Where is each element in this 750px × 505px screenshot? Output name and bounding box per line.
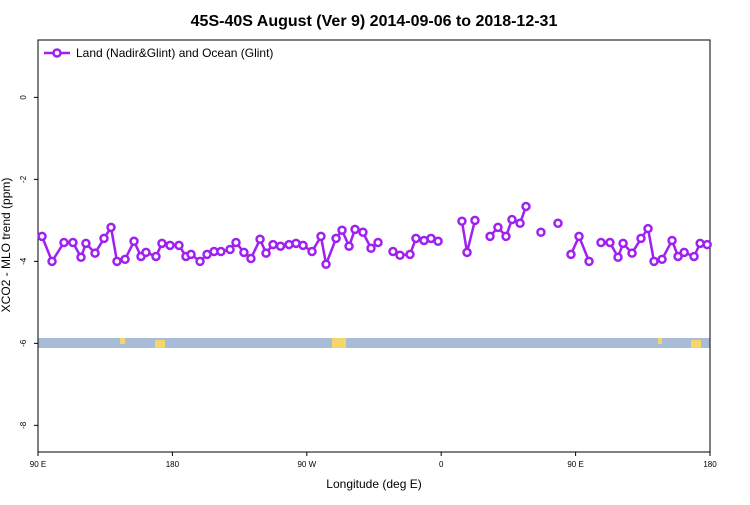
data-point: [129, 236, 139, 247]
data-point: [225, 244, 235, 255]
data-point: [261, 248, 271, 258]
x-tick-label: 90 E: [567, 460, 583, 469]
data-point: [584, 256, 594, 267]
data-point: [366, 243, 376, 254]
data-point: [388, 246, 398, 257]
data-point: [47, 256, 57, 267]
data-point: [373, 237, 383, 248]
data-point: [605, 237, 615, 248]
legend-label: Land (Nadir&Glint) and Ocean (Glint): [76, 46, 273, 60]
y-tick-label: -8: [19, 421, 28, 429]
data-point: [268, 239, 278, 250]
data-point: [255, 234, 265, 244]
data-point: [151, 251, 161, 262]
data-point: [411, 233, 421, 244]
data-point: [99, 233, 109, 244]
data-point: [76, 252, 86, 263]
data-point: [596, 237, 606, 248]
data-point: [216, 246, 226, 257]
data-point: [141, 247, 151, 258]
y-tick-label: -6: [19, 339, 28, 347]
land-patch: [155, 340, 165, 348]
x-tick-label: 90 E: [30, 460, 46, 469]
data-point: [649, 256, 659, 267]
chart-title: 45S-40S August (Ver 9) 2014-09-06 to 201…: [191, 13, 558, 30]
data-point: [350, 224, 360, 235]
data-point: [501, 231, 511, 242]
data-point: [358, 227, 368, 238]
data-point: [112, 256, 122, 267]
ocean-strip: [38, 338, 710, 348]
data-point: [246, 253, 256, 264]
data-point: [165, 240, 175, 251]
land-patch: [691, 340, 701, 348]
data-point: [307, 246, 317, 257]
data-point: [195, 256, 205, 267]
data-point: [239, 247, 249, 258]
x-tick-label: 180: [166, 460, 180, 469]
y-tick-label: -2: [19, 175, 28, 183]
data-point: [337, 225, 347, 235]
data-point: [657, 254, 667, 265]
data-point: [457, 216, 467, 226]
data-point: [174, 240, 184, 251]
data-point: [405, 249, 415, 260]
data-point: [316, 231, 326, 242]
x-tick-label: 0: [439, 460, 444, 469]
land-patch: [120, 338, 125, 344]
data-point: [157, 238, 167, 249]
data-point: [106, 222, 116, 233]
data-point: [667, 235, 677, 246]
data-point: [574, 231, 584, 242]
map-strip: [38, 338, 710, 348]
data-point: [643, 223, 653, 234]
data-point: [566, 249, 576, 260]
data-point: [331, 233, 341, 244]
data-point: [627, 248, 637, 258]
data-point: [470, 215, 480, 226]
data-point: [275, 241, 286, 251]
data-point: [231, 237, 241, 248]
data-point: [59, 237, 69, 248]
data-point: [493, 222, 503, 233]
data-point: [81, 238, 91, 249]
data-point: [37, 231, 47, 242]
data-point: [90, 248, 100, 258]
data-point: [515, 218, 525, 228]
data-point: [679, 247, 689, 258]
data-point: [636, 233, 646, 244]
data-point: [521, 201, 531, 212]
x-axis-label: Longitude (deg E): [326, 477, 421, 491]
data-point: [673, 251, 683, 262]
data-point: [618, 238, 628, 249]
data-point: [689, 251, 699, 262]
data-point: [462, 247, 472, 258]
data-point: [485, 231, 495, 242]
x-tick-label: 180: [703, 460, 717, 469]
data-point: [120, 254, 130, 265]
data-point: [321, 259, 331, 269]
data-point: [702, 239, 712, 250]
data-point: [536, 227, 546, 238]
land-patch: [332, 338, 346, 348]
data-point: [553, 218, 563, 228]
legend-marker: [52, 48, 62, 58]
land-patch: [658, 338, 662, 344]
data-point: [186, 249, 196, 260]
y-axis-label: XCO2 - MLO trend (ppm): [0, 178, 13, 313]
data-point: [68, 237, 78, 248]
data-point: [395, 250, 405, 260]
data-point: [344, 241, 354, 251]
data-point: [613, 252, 623, 263]
x-tick-label: 90 W: [297, 460, 316, 469]
y-tick-label: 0: [19, 95, 28, 100]
data-point: [507, 214, 517, 225]
data-point: [433, 236, 443, 247]
y-tick-label: -4: [19, 257, 28, 265]
data-point: [298, 240, 308, 251]
